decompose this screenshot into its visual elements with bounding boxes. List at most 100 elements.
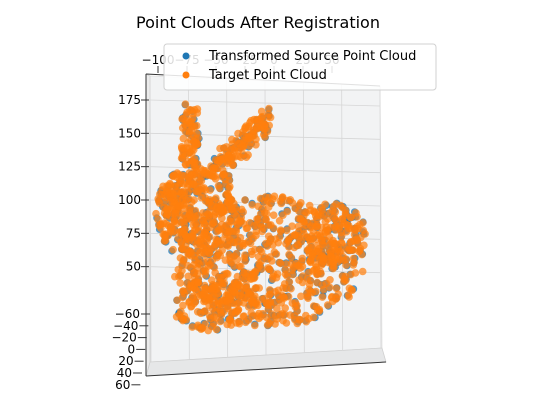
- target-point: [353, 213, 361, 221]
- target-point: [296, 264, 304, 272]
- target-point: [234, 152, 243, 160]
- target-point: [251, 321, 259, 330]
- target-point: [171, 182, 180, 190]
- target-point: [223, 241, 232, 249]
- target-point: [215, 184, 224, 193]
- target-point: [213, 223, 222, 231]
- target-point: [225, 176, 234, 185]
- target-point: [192, 174, 201, 182]
- target-point: [235, 317, 243, 326]
- target-point: [206, 186, 214, 194]
- target-point: [196, 240, 205, 249]
- target-point: [200, 297, 208, 306]
- target-point: [272, 250, 281, 258]
- target-point: [327, 252, 335, 261]
- z-tick-label: 150: [118, 126, 141, 140]
- target-point: [266, 317, 275, 325]
- target-point: [351, 269, 360, 277]
- target-point: [248, 201, 256, 209]
- target-point: [192, 287, 201, 295]
- target-point: [188, 157, 197, 165]
- target-point: [260, 253, 269, 261]
- target-point: [288, 270, 297, 279]
- target-point: [279, 211, 287, 219]
- z-axis-ticks: 50 75 100 125 150 175: [118, 93, 149, 274]
- target-point: [314, 211, 323, 219]
- side-pane: [145, 73, 151, 377]
- target-point: [318, 236, 326, 244]
- target-point: [258, 227, 266, 236]
- target-point: [308, 235, 317, 243]
- target-point: [178, 266, 186, 275]
- target-point: [233, 272, 242, 281]
- target-point: [235, 298, 243, 307]
- target-point: [330, 239, 339, 248]
- target-point: [213, 251, 221, 260]
- target-point: [318, 293, 327, 301]
- target-point: [212, 325, 221, 334]
- target-point: [251, 245, 259, 254]
- target-point: [173, 296, 181, 305]
- target-point: [266, 235, 275, 243]
- target-point: [193, 129, 201, 138]
- target-point: [204, 257, 212, 266]
- target-point: [266, 265, 274, 274]
- target-point: [319, 285, 328, 294]
- target-point: [269, 195, 277, 203]
- target-point: [225, 184, 233, 193]
- target-point: [180, 226, 188, 234]
- target-point: [282, 239, 290, 248]
- target-point: [240, 269, 248, 277]
- target-point: [193, 308, 202, 316]
- target-point: [208, 276, 216, 285]
- target-point: [255, 314, 263, 323]
- target-point: [268, 275, 277, 283]
- target-point: [190, 237, 198, 246]
- target-point: [266, 298, 274, 307]
- target-point: [228, 310, 236, 318]
- target-point: [358, 267, 367, 276]
- target-point: [230, 262, 238, 270]
- target-point: [216, 144, 224, 153]
- target-point: [341, 206, 350, 215]
- target-point: [181, 100, 190, 108]
- target-point: [325, 283, 334, 292]
- target-point: [190, 137, 198, 146]
- target-point: [361, 230, 369, 238]
- target-point: [171, 209, 180, 217]
- z-tick-label: 75: [126, 226, 141, 240]
- target-point: [332, 284, 341, 293]
- legend-marker-target: [182, 71, 190, 79]
- target-point: [243, 224, 252, 232]
- target-point: [175, 272, 183, 281]
- target-point: [256, 210, 265, 218]
- target-point: [277, 226, 285, 234]
- target-point: [265, 104, 273, 113]
- grid-line-x: [149, 75, 152, 363]
- y-tick-label: −40: [113, 319, 138, 333]
- target-point: [309, 302, 318, 310]
- target-point: [286, 311, 295, 319]
- target-point: [249, 298, 258, 307]
- target-point: [282, 226, 291, 235]
- target-point: [297, 199, 305, 207]
- target-point: [353, 236, 362, 245]
- target-point: [206, 314, 215, 323]
- target-point: [254, 264, 262, 272]
- target-point: [205, 301, 213, 310]
- target-point: [179, 257, 187, 265]
- target-point: [179, 134, 188, 143]
- target-point: [158, 186, 166, 194]
- target-point: [299, 225, 308, 234]
- target-point: [313, 278, 322, 287]
- target-point: [182, 144, 191, 152]
- target-point: [317, 261, 326, 269]
- target-point: [257, 107, 266, 116]
- target-point: [194, 188, 202, 196]
- legend-label-source: Transformed Source Point Cloud: [208, 49, 416, 64]
- scatter-points: [152, 100, 369, 335]
- target-point: [295, 276, 303, 284]
- target-point: [261, 193, 270, 201]
- target-point: [338, 215, 347, 223]
